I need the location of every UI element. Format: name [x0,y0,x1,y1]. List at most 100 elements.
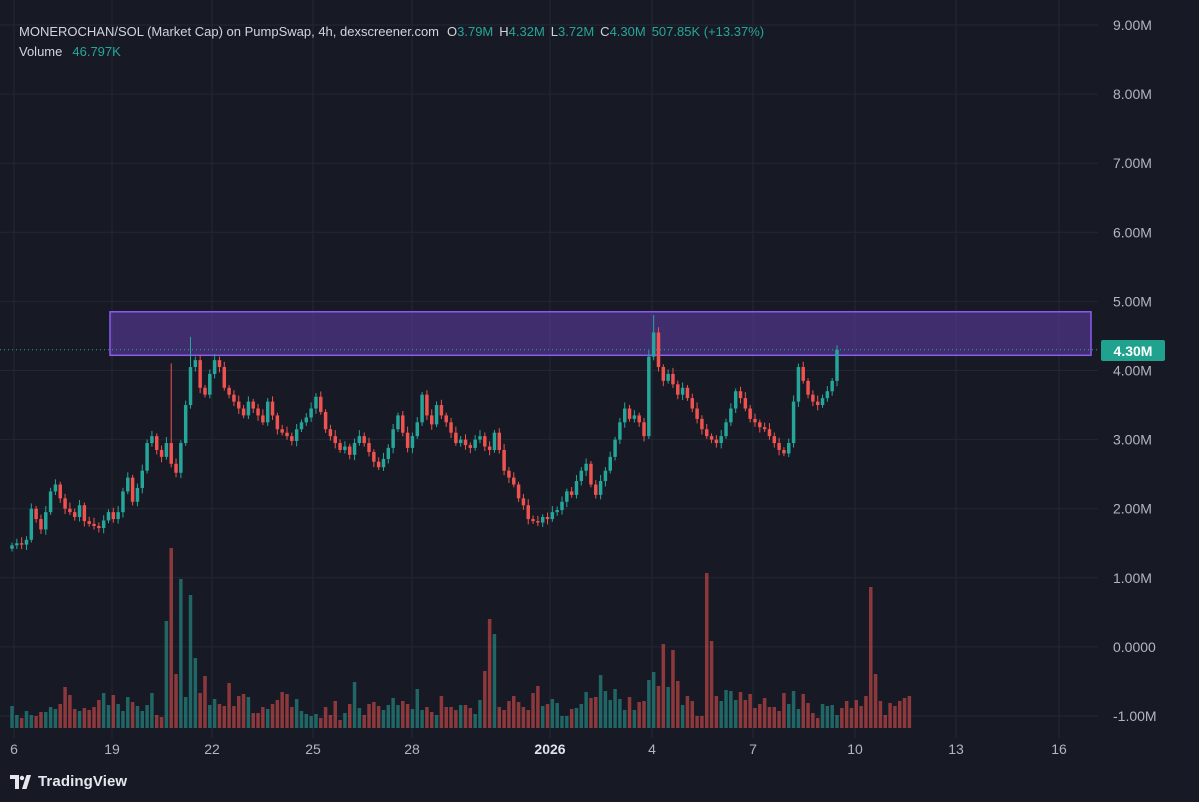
volume-bar [647,680,651,728]
volume-bar [820,704,825,728]
candle-body [709,436,714,440]
volume-bar [232,706,236,728]
candle-body [299,422,304,430]
volume-bar [902,698,907,728]
y-tick-label: 9.00M [1113,17,1152,33]
symbol-title: MONEROCHAN/SOL (Market Cap) on PumpSwap,… [19,24,439,39]
candle-body [434,405,439,425]
candle-body [227,387,231,395]
x-tick-label: 4 [648,741,656,757]
current-price-badge: 4.30M [1101,340,1165,361]
volume-bar [217,704,222,728]
candle-body [72,512,77,517]
candle-body [468,445,473,448]
tradingview-logo[interactable]: TradingView [10,773,127,790]
volume-bar [111,695,116,728]
x-tick-label: 7 [749,741,757,757]
candle-body [569,491,574,495]
candle-body [796,367,801,402]
volume-bar [705,573,709,728]
candle-body [540,516,545,523]
volume-bar [618,699,622,728]
volume-bar [140,711,144,728]
volume-bar [627,697,632,728]
volume-bar [290,707,294,728]
y-tick-label: 1.00M [1113,570,1152,586]
volume-bar [825,706,830,728]
volume-bar [270,704,275,728]
volume-bar [179,579,183,728]
y-tick-label: -1.00M [1113,708,1157,724]
volume-bar [733,700,738,728]
candle-body [647,356,651,437]
open-label: O [447,24,458,39]
volume-bar [859,706,863,728]
candle-body [241,408,246,416]
chart-legend: MONEROCHAN/SOL (Market Cap) on PumpSwap,… [19,22,770,62]
volume-bar [502,710,506,728]
candle-body [512,477,516,485]
volume-bar [690,701,694,728]
volume-bar [391,698,395,728]
candle-body [724,422,728,437]
volume-bar [492,634,497,728]
candle-body [290,436,294,441]
candle-body [188,367,193,406]
y-tick-label: 2.00M [1113,501,1152,517]
volume-bar [497,707,502,728]
volume-bar [632,710,637,728]
volume-bar [550,699,555,728]
volume-bar [864,696,868,728]
volume-bar [130,702,135,728]
candle-body [10,545,14,549]
candle-body [280,429,284,433]
candle-body [135,487,140,502]
y-tick-label: 0.0000 [1113,639,1156,655]
candle-body [39,519,43,530]
volume-bar [782,693,786,728]
candle-body [208,373,212,395]
volume-bar [29,715,34,728]
volume-bar [893,706,897,728]
candle-body [328,429,333,437]
candle-body [169,443,173,464]
candle-body [478,436,482,440]
volume-bar [198,693,202,728]
candle-body [410,436,415,448]
volume-bar [425,707,429,728]
volume-bar [463,705,468,728]
volume-bar [159,717,164,728]
volume-bar [434,715,439,728]
candle-body [87,521,91,524]
volume-label: Volume [19,44,63,59]
volume-bar [840,708,844,728]
candle-body [613,439,617,457]
candle-body [309,408,313,418]
resistance-zone [109,311,1092,357]
volume-bar [203,676,207,728]
volume-bar [314,714,318,728]
volume-bar [323,707,328,728]
volume-bar [251,713,255,728]
volume-bar [584,692,588,728]
candle-body [217,360,222,368]
volume-bar [574,708,579,728]
volume-bar [405,704,410,728]
candle-body [806,380,810,395]
volume-bar [714,696,719,728]
volume-bar [222,706,227,728]
candle-body [396,415,400,430]
candle-body [733,391,738,409]
volume-bar [815,718,820,728]
volume-bar [48,707,53,728]
x-tick-label: 19 [104,741,120,757]
volume-bar [589,698,593,728]
volume-bar [338,720,342,728]
candle-body [285,432,289,437]
candle-body [729,408,733,423]
candle-body [183,405,188,444]
volume-bar [753,708,757,728]
volume-bar [430,712,434,728]
